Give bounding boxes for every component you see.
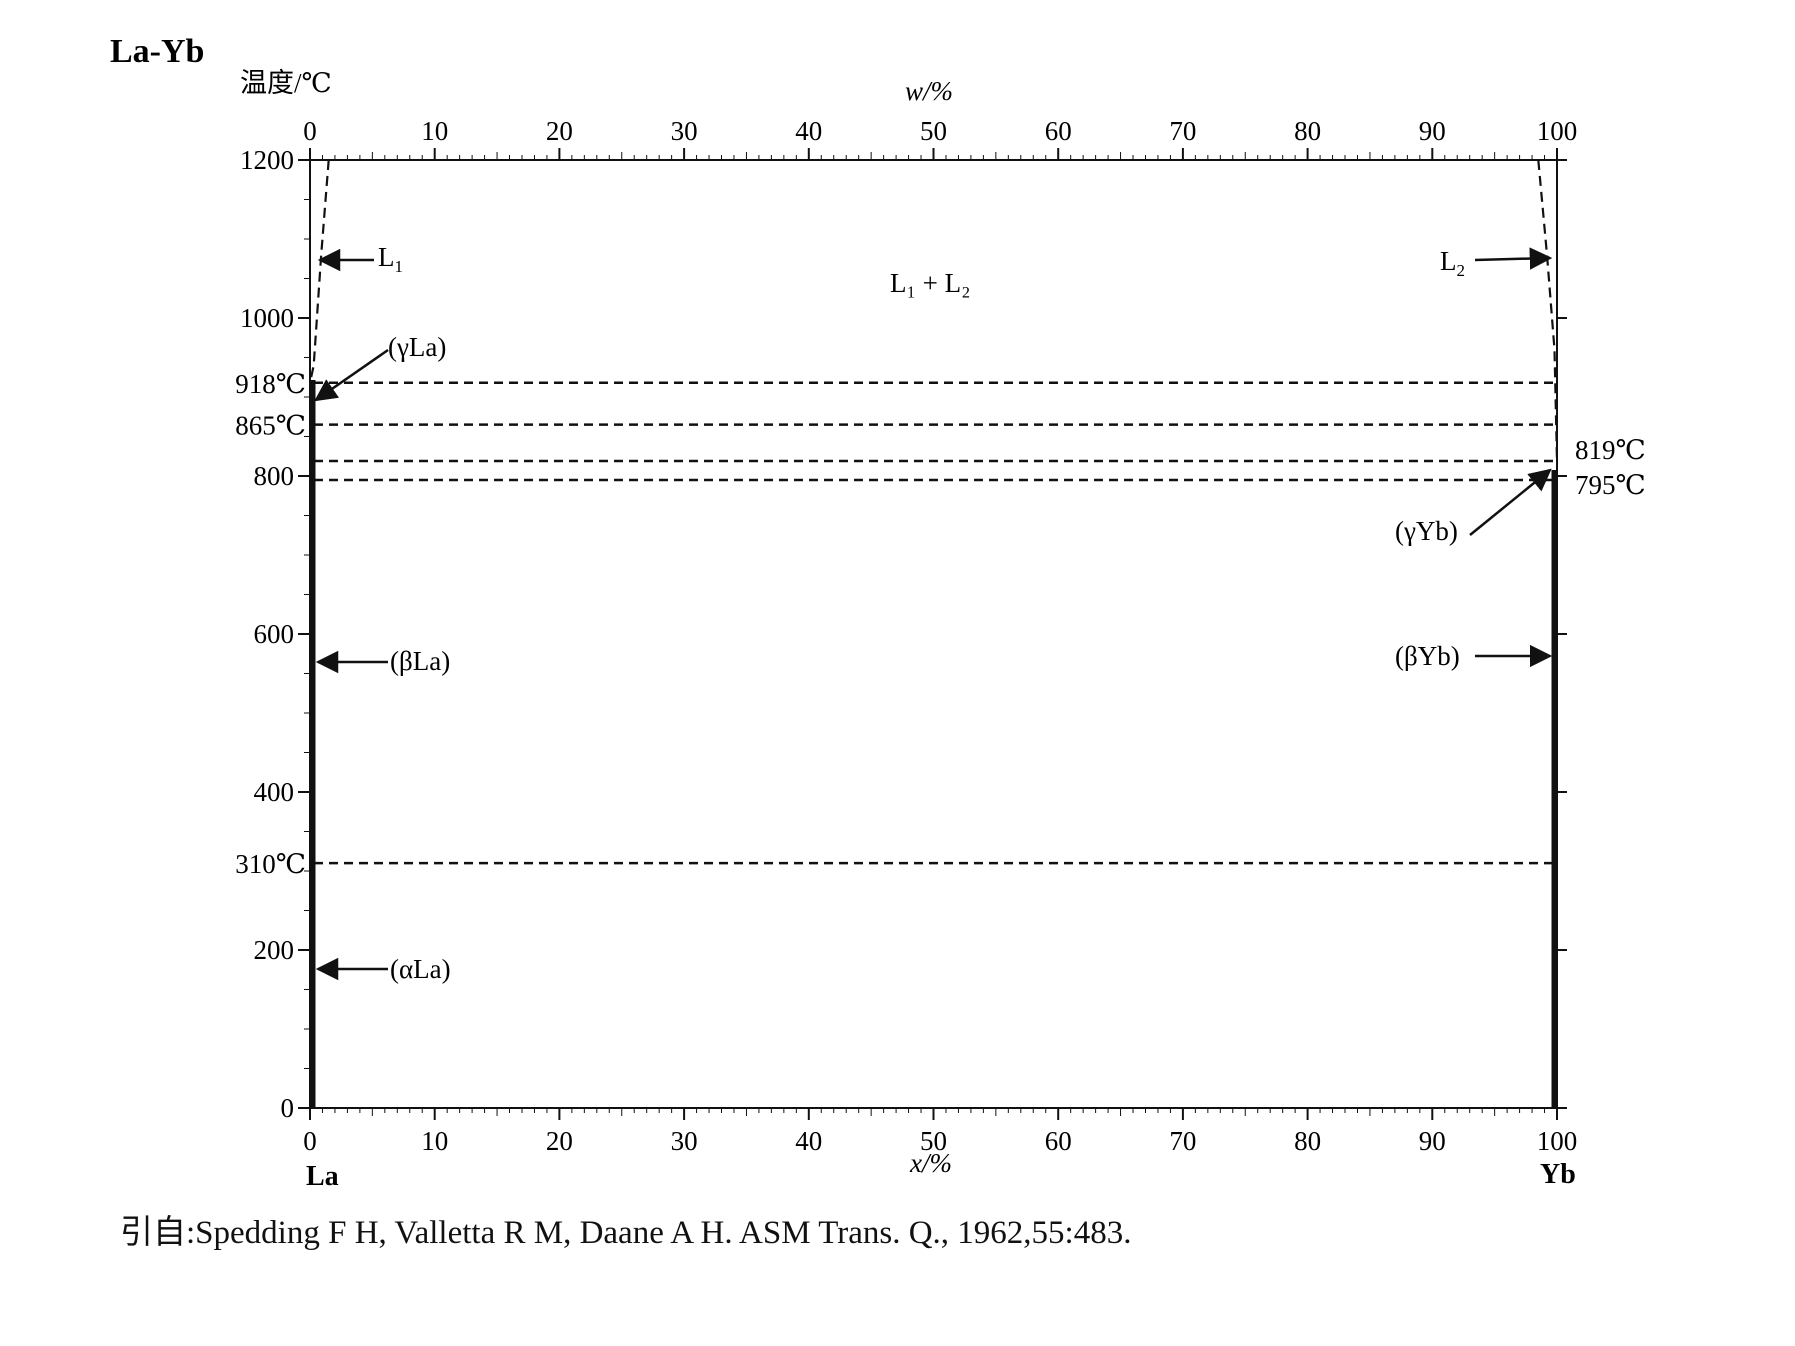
x-tick-label-top: 100 <box>1537 116 1578 146</box>
x-tick-label-top: 20 <box>546 116 573 146</box>
phase-label-beta-yb: (βYb) <box>1395 641 1460 671</box>
y-tick-label: 0 <box>281 1093 295 1123</box>
x-tick-label-top: 30 <box>671 116 698 146</box>
phase-label-gamma-la: (γLa) <box>388 332 446 362</box>
y-tick-label: 800 <box>254 461 295 491</box>
x-tick-label-top: 70 <box>1169 116 1196 146</box>
miscibility-curves <box>308 159 1559 462</box>
isotherm-lines: 918℃ 865℃ 819℃ 795℃ 310℃ <box>235 369 1645 879</box>
x-tick-label-top: 80 <box>1294 116 1321 146</box>
x-tick-label-bottom: 20 <box>546 1126 573 1156</box>
y-tick-label: 1200 <box>240 145 294 175</box>
gamma-yb-arrow <box>1469 468 1552 536</box>
x-axis-bottom-label: x/% <box>909 1148 952 1178</box>
x-tick-label-bottom: 80 <box>1294 1126 1321 1156</box>
isotherm-label: 310℃ <box>235 849 306 879</box>
miscibility-curve-l1 <box>308 159 330 384</box>
x-tick-label-bottom: 50 <box>920 1126 947 1156</box>
plot-frame <box>309 159 1558 1109</box>
x-tick-label-bottom: 90 <box>1419 1126 1446 1156</box>
gamma-la-arrow <box>314 348 389 402</box>
y-tick-label: 200 <box>254 935 295 965</box>
x-axis-top-label: w/% <box>905 76 953 106</box>
element-label-la: La <box>306 1161 339 1192</box>
x-tick-label-bottom: 0 <box>303 1126 317 1156</box>
x-tick-label-top: 90 <box>1419 116 1446 146</box>
isotherm-label: 865℃ <box>235 411 306 441</box>
y-tick-label: 400 <box>254 777 295 807</box>
phase-label-l2: L2 <box>1440 246 1465 280</box>
miscibility-curve-l2 <box>1537 159 1559 462</box>
x-tick-label-bottom: 60 <box>1045 1126 1072 1156</box>
isotherm-label: 795℃ <box>1575 470 1646 500</box>
phase-label-l1: L1 <box>378 242 403 276</box>
x-tick-label-bottom: 40 <box>795 1126 822 1156</box>
element-label-yb: Yb <box>1540 1159 1576 1190</box>
x-tick-label-bottom: 100 <box>1537 1126 1578 1156</box>
x-tick-label-top: 0 <box>303 116 317 146</box>
x-tick-label-bottom: 10 <box>421 1126 448 1156</box>
phase-label-two-liquid: L₁ + L₂ <box>890 268 971 298</box>
y-tick-label: 1000 <box>240 303 294 333</box>
isotherm-label: 819℃ <box>1575 435 1646 465</box>
y-axis-label: 温度/℃ <box>240 68 332 98</box>
citation: 引自:Spedding F H, Valletta R M, Daane A H… <box>120 1215 1132 1251</box>
x-tick-label-bottom: 30 <box>671 1126 698 1156</box>
y-tick-label: 600 <box>254 619 295 649</box>
x-tick-label-top: 10 <box>421 116 448 146</box>
x-tick-label-bottom: 70 <box>1169 1126 1196 1156</box>
x-tick-label-top: 60 <box>1045 116 1072 146</box>
chart-title: La-Yb <box>110 33 204 70</box>
phase-label-beta-la: (βLa) <box>390 646 450 676</box>
x-tick-label-top: 40 <box>795 116 822 146</box>
isotherm-label: 918℃ <box>235 369 306 399</box>
x-tick-label-top: 50 <box>920 116 947 146</box>
l2-arrow <box>1474 247 1553 270</box>
phase-label-gamma-yb: (γYb) <box>1395 516 1458 546</box>
phase-label-alpha-la: (αLa) <box>390 954 451 984</box>
